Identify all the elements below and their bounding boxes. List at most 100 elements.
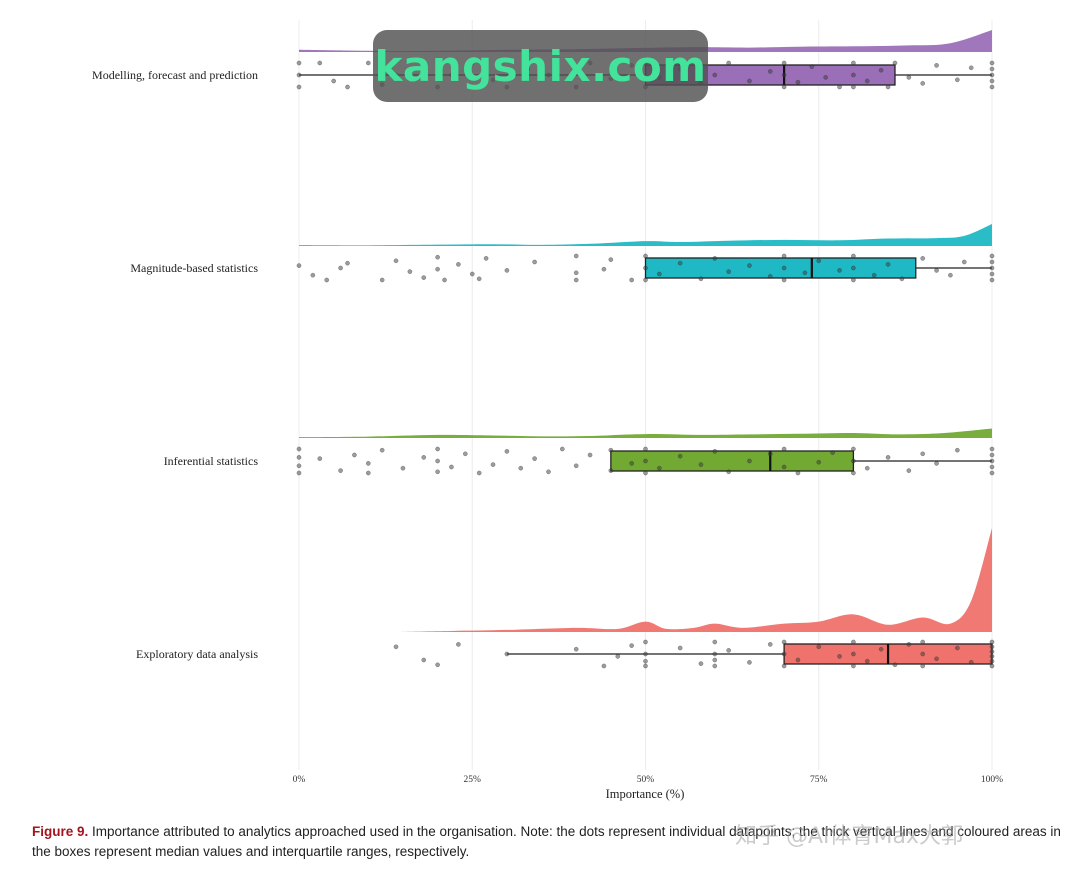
data-point	[837, 268, 842, 273]
data-point	[851, 458, 856, 464]
data-point	[781, 663, 787, 669]
data-point	[871, 272, 877, 278]
data-point	[747, 263, 752, 268]
data-point	[677, 645, 683, 651]
data-point	[435, 458, 440, 464]
density-cloud	[299, 224, 992, 246]
data-point	[435, 446, 440, 452]
data-point	[851, 663, 856, 669]
data-point	[629, 277, 634, 283]
data-point	[968, 660, 974, 665]
data-point	[677, 453, 683, 459]
data-point	[961, 259, 967, 265]
data-point	[920, 663, 926, 669]
data-point	[864, 658, 870, 664]
data-point	[934, 63, 939, 68]
data-point	[781, 651, 787, 657]
watermark-text: kangshix.com	[374, 41, 707, 91]
data-point	[989, 446, 995, 452]
data-point	[698, 661, 704, 666]
data-point	[851, 253, 856, 259]
data-point	[816, 258, 822, 264]
data-point	[892, 60, 898, 66]
data-point	[712, 449, 718, 454]
data-point	[338, 468, 343, 473]
data-point	[629, 643, 634, 648]
data-point	[851, 84, 856, 90]
data-point	[989, 663, 995, 669]
data-point	[816, 644, 822, 650]
data-point	[407, 269, 413, 274]
data-point	[989, 644, 995, 650]
data-point	[573, 270, 579, 276]
data-point	[393, 644, 399, 650]
data-point	[864, 465, 870, 471]
data-point	[421, 275, 427, 280]
data-point	[989, 78, 995, 84]
data-point	[546, 469, 551, 475]
category-label: Magnitude-based statistics	[130, 261, 258, 275]
data-point	[989, 253, 995, 259]
data-point	[920, 81, 926, 86]
x-tick-label: 0%	[293, 775, 306, 785]
data-point	[296, 72, 302, 78]
data-point	[726, 648, 732, 653]
data-point	[899, 276, 905, 282]
data-point	[948, 272, 953, 278]
data-point	[795, 79, 801, 85]
data-point	[601, 663, 607, 669]
data-point	[989, 66, 995, 72]
data-point	[379, 277, 385, 283]
data-point	[449, 464, 454, 470]
figure-caption: Figure 9. Importance attributed to analy…	[32, 822, 1072, 862]
points-layer	[296, 60, 995, 669]
data-point	[885, 455, 891, 460]
data-point	[851, 639, 856, 645]
data-point	[989, 271, 995, 277]
data-point	[989, 464, 995, 470]
data-point	[989, 84, 995, 90]
data-point	[365, 470, 371, 476]
data-point	[851, 470, 856, 476]
data-point	[573, 277, 579, 283]
data-point	[442, 277, 447, 283]
category-label: Inferential statistics	[164, 454, 259, 468]
data-point	[781, 446, 787, 452]
data-point	[462, 451, 468, 457]
data-point	[296, 60, 302, 66]
data-point	[837, 84, 842, 90]
data-point	[989, 649, 995, 654]
data-point	[851, 265, 856, 271]
data-point	[802, 270, 808, 276]
data-point	[851, 651, 856, 657]
data-point	[608, 468, 614, 473]
data-point	[698, 276, 704, 282]
data-point	[892, 662, 898, 668]
data-point	[338, 265, 343, 271]
data-point	[920, 639, 926, 645]
data-point	[643, 265, 648, 271]
data-point	[885, 262, 891, 267]
data-point	[476, 276, 482, 282]
data-point	[934, 461, 939, 466]
data-point	[989, 452, 995, 458]
data-point	[712, 663, 718, 669]
data-point	[643, 658, 648, 664]
data-point	[296, 463, 302, 469]
data-point	[643, 663, 648, 669]
data-point	[615, 654, 621, 659]
data-point	[573, 253, 579, 259]
data-point	[456, 642, 461, 647]
data-point	[920, 256, 926, 261]
data-point	[504, 268, 510, 273]
data-point	[435, 662, 440, 668]
data-point	[400, 465, 406, 471]
figure-caption-text: Importance attributed to analytics appro…	[32, 824, 1061, 859]
data-point	[365, 60, 371, 66]
data-point	[345, 84, 350, 90]
data-point	[781, 253, 787, 259]
data-point	[643, 651, 648, 657]
data-point	[906, 75, 912, 80]
x-axis-title: Importance (%)	[606, 787, 685, 801]
density-cloud	[299, 30, 992, 52]
